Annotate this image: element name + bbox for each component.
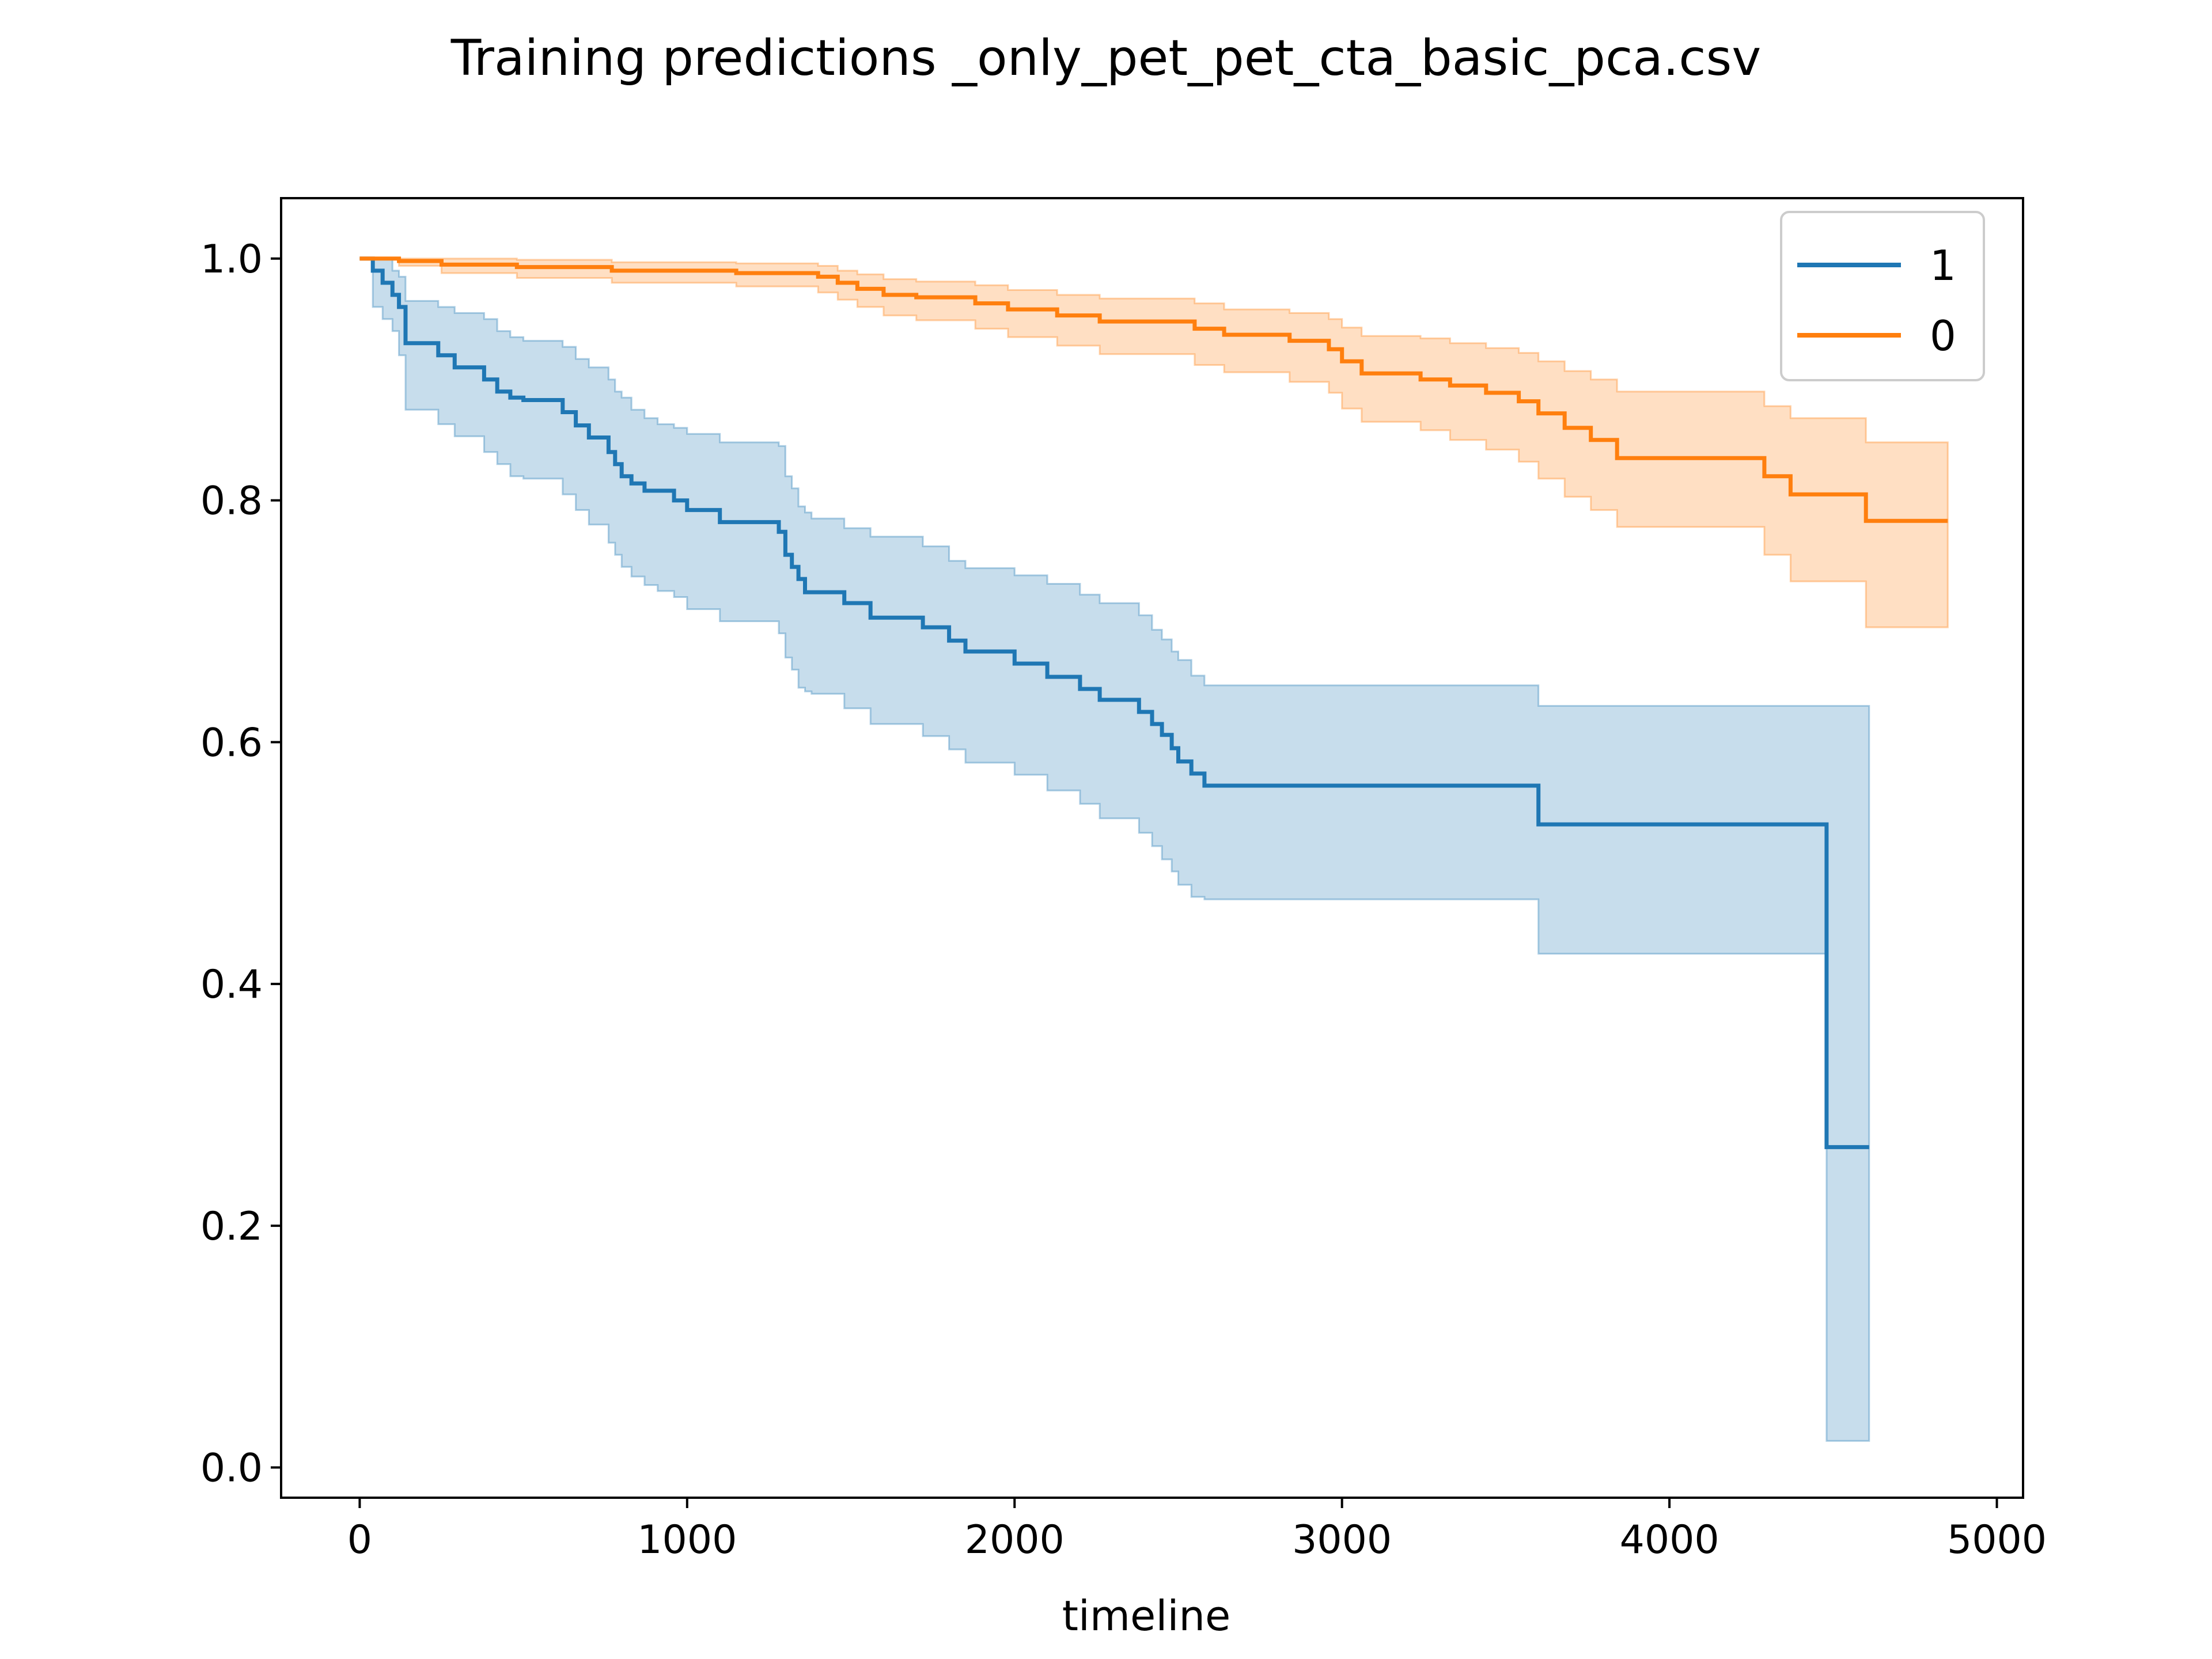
survival-curves [359,256,1948,1149]
y-tick-label: 0.6 [200,720,263,766]
y-axis-ticks: 0.0 0.2 0.4 0.6 0.8 1.0 [200,237,281,1491]
y-tick-label: 0.2 [200,1204,263,1249]
x-axis-label: timeline [1062,1592,1231,1640]
confidence-band-1 [359,257,1870,1442]
legend-box [1780,211,1985,381]
y-tick-label: 0.8 [200,479,263,524]
survival-line-1 [359,256,1869,1149]
x-tick-label: 1000 [637,1517,737,1563]
legend[interactable]: 1 0 [1780,211,1985,381]
y-tick-label: 1.0 [200,237,263,282]
axes-frame [280,197,2024,1499]
y-tick-label: 0.4 [200,962,263,1007]
confidence-band-0 [359,257,1949,628]
x-axis-ticks: 0 1000 2000 3000 4000 5000 [347,1498,2047,1563]
legend-label-1: 1 [1930,241,1956,290]
x-tick-label: 5000 [1947,1517,2047,1563]
y-tick-label: 0.0 [200,1446,263,1491]
x-tick-label: 4000 [1620,1517,1719,1563]
x-tick-label: 2000 [965,1517,1065,1563]
x-tick-label: 3000 [1292,1517,1392,1563]
x-tick-label: 0 [347,1517,372,1563]
survival-line-0 [359,256,1948,523]
confidence-bands [359,257,1949,1442]
legend-label-0: 0 [1930,312,1956,360]
chart-title: Training predictions _only_pet_pet_cta_b… [450,29,1762,87]
